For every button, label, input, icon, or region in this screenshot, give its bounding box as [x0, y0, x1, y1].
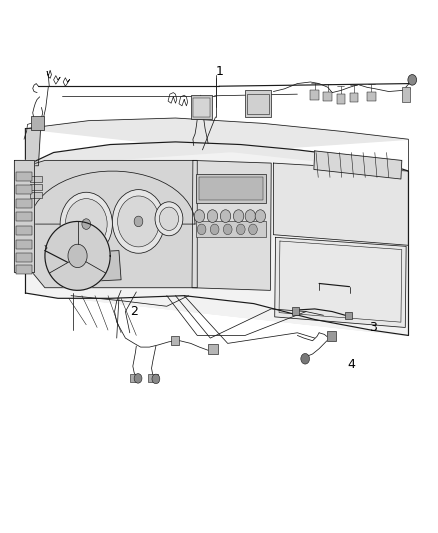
Bar	[16, 212, 32, 221]
Circle shape	[134, 374, 142, 383]
Bar	[30, 192, 42, 198]
Bar	[193, 99, 210, 117]
Bar	[196, 174, 266, 203]
Circle shape	[233, 210, 244, 222]
Circle shape	[134, 216, 143, 227]
Bar	[16, 253, 32, 262]
Bar	[350, 93, 358, 102]
Circle shape	[155, 202, 183, 236]
Circle shape	[255, 210, 265, 222]
Circle shape	[223, 224, 232, 235]
Bar	[323, 92, 332, 101]
Bar	[208, 344, 218, 354]
Bar	[16, 172, 32, 181]
Circle shape	[237, 224, 245, 235]
Circle shape	[210, 224, 219, 235]
Circle shape	[159, 207, 179, 230]
Circle shape	[113, 190, 165, 253]
Bar	[367, 92, 376, 101]
Polygon shape	[273, 163, 408, 245]
Circle shape	[117, 196, 159, 247]
Bar	[130, 374, 139, 382]
Bar	[16, 265, 32, 274]
Bar	[31, 116, 44, 130]
Bar	[16, 185, 32, 195]
Bar	[327, 331, 336, 341]
Text: 4: 4	[347, 358, 355, 371]
Polygon shape	[275, 237, 406, 327]
Circle shape	[65, 199, 107, 249]
Polygon shape	[25, 142, 408, 335]
Polygon shape	[14, 160, 34, 272]
Polygon shape	[25, 118, 408, 171]
Circle shape	[68, 244, 87, 268]
Circle shape	[220, 210, 231, 222]
Circle shape	[249, 224, 257, 235]
Bar	[191, 95, 212, 119]
Bar	[16, 199, 32, 208]
Bar	[171, 336, 179, 345]
Polygon shape	[314, 151, 402, 179]
Bar	[247, 94, 269, 114]
Text: 2: 2	[130, 305, 138, 318]
Bar	[30, 184, 42, 190]
Circle shape	[408, 75, 417, 85]
Bar	[198, 177, 263, 200]
Circle shape	[245, 210, 255, 222]
Bar	[292, 308, 299, 315]
Bar	[311, 91, 319, 100]
Bar	[245, 91, 271, 117]
Circle shape	[207, 210, 218, 222]
Circle shape	[152, 374, 160, 384]
Polygon shape	[45, 221, 110, 290]
Text: 3: 3	[369, 321, 377, 334]
Bar	[16, 240, 32, 249]
Circle shape	[194, 210, 205, 222]
Bar	[16, 226, 32, 235]
Circle shape	[197, 224, 206, 235]
Polygon shape	[192, 160, 271, 290]
Polygon shape	[25, 128, 41, 166]
Polygon shape	[67, 251, 121, 282]
Bar	[336, 94, 345, 104]
Bar	[30, 176, 42, 182]
Bar	[196, 221, 266, 237]
Bar	[402, 87, 410, 102]
Bar	[148, 374, 158, 382]
Circle shape	[82, 219, 91, 229]
Polygon shape	[28, 160, 197, 288]
Bar	[345, 312, 352, 319]
Circle shape	[60, 192, 113, 256]
Circle shape	[301, 353, 310, 364]
Text: 1: 1	[215, 65, 223, 78]
